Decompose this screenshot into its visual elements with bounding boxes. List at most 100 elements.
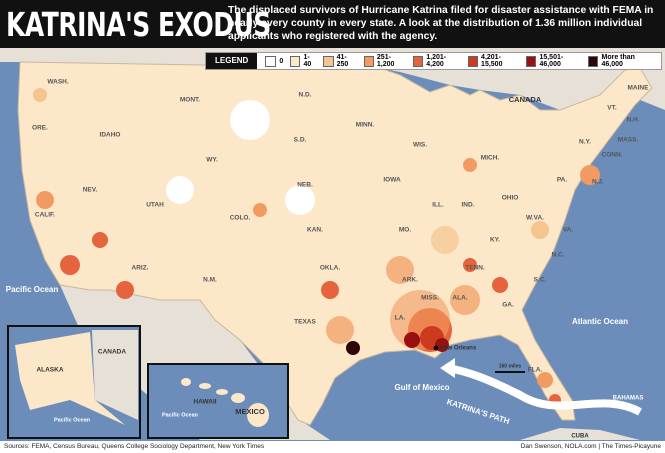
county-cluster: [386, 256, 414, 284]
county-cluster: [36, 191, 54, 209]
legend-item: 0: [265, 55, 284, 67]
state-label: WASH.: [47, 79, 69, 86]
state-label: WIS.: [413, 142, 427, 149]
state-label: N.H.: [627, 117, 640, 124]
ocean-label: Gulf of Mexico: [394, 383, 449, 392]
county-cluster: [33, 88, 47, 102]
county-cluster: [492, 277, 508, 293]
county-cluster: [463, 258, 477, 272]
state-label: FLA.: [528, 367, 543, 374]
city-label: New Orleans: [440, 346, 477, 352]
county-cluster: [580, 165, 600, 185]
county-cluster: [346, 341, 360, 355]
legend-title: LEGEND: [206, 53, 258, 69]
legend-item: 251-1,200: [363, 54, 406, 68]
legend-label: 251-1,200: [376, 54, 395, 68]
island: [231, 393, 245, 403]
ocean-label: Pacific Ocean: [162, 412, 199, 418]
legend-label: 41-250: [336, 54, 349, 68]
state-label: S.C.: [534, 277, 547, 284]
state-label: WY.: [206, 157, 218, 164]
credit: Dan Swenson, NOLA.com | The Times-Picayu…: [520, 443, 661, 450]
county-clusters: [33, 88, 600, 406]
state-label: IOWA: [383, 177, 401, 184]
country-label: CANADA: [98, 349, 126, 356]
ocean-label: Atlantic Ocean: [572, 317, 628, 326]
state-label: PA.: [557, 177, 568, 184]
description: The displaced survivors of Hurricane Kat…: [228, 5, 654, 42]
country-label: CANADA: [509, 95, 542, 104]
header: KATRINA'S EXODUS The displaced survivors…: [0, 0, 665, 48]
legend-item: 15,501-46,000: [526, 54, 581, 68]
legend-swatch: [588, 55, 599, 67]
legend-swatch: [290, 55, 301, 67]
state-label: ARK.: [402, 277, 418, 284]
state-labels: WASH. ORE. IDAHO MONT. WY. NEV. UTAH CAL…: [32, 79, 649, 374]
state-label: MO.: [399, 227, 411, 234]
legend-swatch: [467, 55, 479, 67]
state-label: NEV.: [83, 187, 98, 194]
legend-swatch: [323, 55, 334, 67]
state-label: MINN.: [356, 122, 375, 129]
state-label: VT.: [607, 105, 617, 112]
island: [199, 383, 211, 389]
state-label: IND.: [462, 202, 475, 209]
country-label: CUBA: [571, 434, 589, 440]
state-label: W.VA.: [526, 215, 544, 222]
state-label: CONN.: [602, 152, 623, 159]
legend-label: More than 46,000: [601, 54, 635, 68]
legend-swatch: [265, 55, 277, 67]
legend-label: 15,501-46,000: [539, 54, 564, 68]
state-label: N.D.: [299, 92, 312, 99]
state-label: TENN.: [465, 265, 485, 272]
county-cluster: [60, 255, 80, 275]
legend-swatch: [526, 55, 537, 67]
county-cluster: [531, 221, 549, 239]
state-label: KY.: [490, 237, 500, 244]
state-label: ILL.: [432, 202, 444, 209]
state-label: GA.: [502, 302, 514, 309]
legend-item: 4,201-15,500: [467, 54, 519, 68]
alaska-canada-land: [92, 330, 138, 420]
state-label: MASS.: [618, 137, 639, 144]
state-label: N.Y.: [579, 139, 591, 146]
county-cluster: [463, 158, 477, 172]
legend-label: 4,201-15,500: [481, 54, 503, 68]
sources: Sources: FEMA, Census Bureau, Queens Col…: [4, 443, 265, 450]
title: KATRINA'S EXODUS: [6, 6, 271, 44]
state-label: MAINE: [628, 85, 650, 92]
state-label: MICH.: [481, 155, 500, 162]
legend-swatch: [412, 55, 424, 67]
county-cluster: [166, 176, 194, 204]
county-cluster: [253, 203, 267, 217]
legend-item: More than 46,000: [588, 54, 654, 68]
hawaii-islands: [181, 378, 269, 427]
state-label: S.D.: [294, 137, 307, 144]
ocean-label: Pacific Ocean: [54, 417, 91, 423]
state-label: UTAH: [146, 202, 164, 209]
city-marker: [433, 345, 439, 351]
county-cluster: [431, 226, 459, 254]
county-cluster: [450, 285, 480, 315]
state-label: ALASKA: [36, 367, 63, 374]
legend-swatch: [363, 55, 374, 67]
legend-label: 0: [279, 57, 284, 65]
cuba-land: [520, 428, 640, 440]
state-label: VA.: [563, 227, 574, 234]
legend-label: 1,201-4,200: [426, 54, 447, 68]
path-arrowhead: [440, 358, 455, 378]
country-label: MEXICO: [235, 407, 265, 416]
state-label: IDAHO: [100, 132, 121, 139]
hawaii-inset: [147, 363, 289, 439]
state-label: N.C.: [552, 252, 565, 259]
hurricane-path: [447, 364, 642, 416]
island: [181, 378, 191, 386]
county-cluster: [116, 281, 134, 299]
state-label: N.J.: [592, 179, 604, 186]
state-label: KAN.: [307, 227, 323, 234]
ocean-label: Pacific Ocean: [6, 285, 59, 294]
state-label: HAWAII: [193, 399, 216, 406]
county-cluster: [326, 316, 354, 344]
